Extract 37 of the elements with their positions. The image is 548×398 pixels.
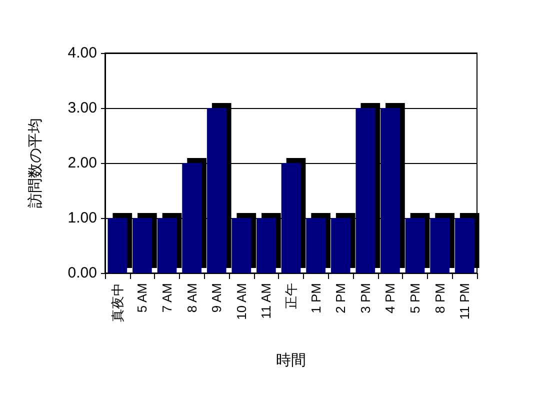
bar — [356, 108, 376, 273]
y-tick-label: 2.00 — [68, 154, 97, 172]
x-tick-label: 5 AM — [134, 283, 150, 313]
bar — [108, 218, 128, 273]
bar — [206, 108, 226, 273]
x-tick-label: 8 PM — [432, 283, 448, 314]
y-tick-label: 0.00 — [68, 264, 97, 282]
bar — [430, 218, 450, 273]
x-tick-label: 5 PM — [408, 283, 422, 314]
bar — [281, 163, 301, 273]
y-axis-title: 訪問数の平均 — [27, 118, 44, 208]
x-tick-label: 正午 — [284, 283, 298, 309]
bar — [182, 163, 202, 273]
x-tick-label: 4 PM — [382, 283, 398, 314]
y-tick-label: 4.00 — [68, 44, 97, 62]
bar — [306, 218, 326, 273]
x-tick-label: 7 AM — [160, 283, 174, 313]
bar — [405, 218, 425, 273]
bar — [380, 108, 400, 273]
x-tick-label: 真夜中 — [110, 283, 125, 322]
y-tick-label: 3.00 — [68, 100, 97, 116]
x-tick-label: 11 PM — [457, 283, 472, 320]
bar — [330, 218, 350, 273]
x-tick-label: 11 AM — [258, 283, 274, 319]
bar — [232, 218, 252, 273]
bar — [132, 218, 152, 273]
bar — [157, 218, 177, 273]
x-tick-label: 10 AM — [234, 283, 249, 320]
y-tick-label: 1.00 — [68, 210, 97, 226]
x-tick-label: 2 PM — [333, 283, 348, 314]
bar — [454, 218, 474, 273]
x-tick-label: 8 AM — [184, 283, 200, 313]
x-tick-label: 9 AM — [209, 283, 224, 313]
x-tick-label: 3 PM — [358, 283, 373, 314]
bar — [256, 218, 276, 273]
x-tick-label: 1 PM — [308, 283, 324, 314]
x-axis-title: 時間 — [276, 352, 306, 369]
